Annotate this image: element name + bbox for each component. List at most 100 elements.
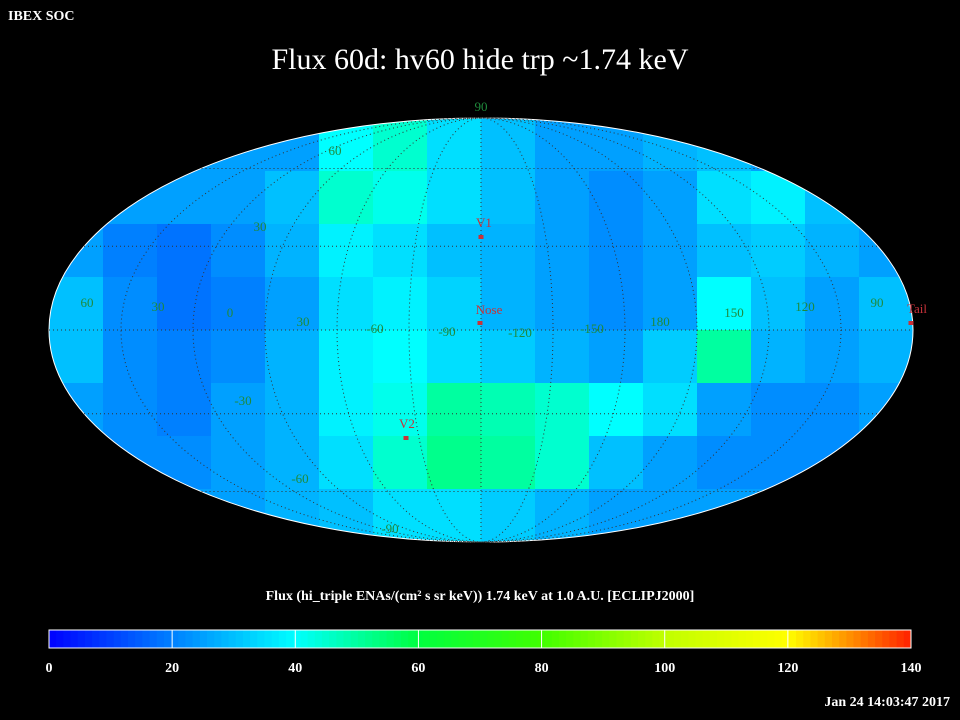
sky-cell: [481, 171, 536, 225]
colorbar-segment: [228, 630, 237, 648]
colorbar-segment: [264, 630, 273, 648]
colorbar-segment: [451, 630, 459, 648]
colorbar-tick-label: 0: [46, 661, 53, 676]
sky-cell: [535, 383, 590, 437]
colorbar-segment: [853, 630, 862, 648]
sky-cell: [157, 330, 212, 384]
sky-cell: [373, 277, 428, 331]
sky-cell: [805, 436, 860, 490]
colorbar-segment: [472, 630, 481, 648]
colorbar-segment: [738, 630, 747, 648]
colorbar-segment: [365, 630, 373, 648]
sky-cell: [697, 224, 752, 278]
sky-cell: [589, 171, 644, 225]
colorbar-segment: [415, 630, 424, 648]
sky-cell: [157, 224, 212, 278]
sky-cell: [211, 383, 266, 437]
colorbar-segment: [781, 630, 790, 648]
sky-cell: [805, 383, 860, 437]
sky-cell: [481, 224, 536, 278]
marker-dot: [403, 436, 409, 440]
sky-cell: [427, 224, 482, 278]
sky-cell: [373, 383, 428, 437]
colorbar-segment: [752, 630, 761, 648]
colorbar-segment: [271, 630, 280, 648]
sky-cell: [535, 224, 590, 278]
colorbar-segment: [530, 630, 538, 648]
sky-cell: [319, 224, 374, 278]
sky-cell: [319, 171, 374, 225]
sky-cell: [589, 436, 644, 490]
colorbar-segment: [623, 630, 632, 648]
sky-cell: [427, 383, 482, 437]
sky-cell: [751, 171, 806, 225]
longitude-label: -150: [580, 321, 604, 336]
sky-cell: [751, 224, 806, 278]
sky-cell: [589, 383, 644, 437]
colorbar-segment: [286, 630, 294, 648]
latitude-label: 90: [475, 99, 488, 114]
colorbar-segment: [314, 630, 323, 648]
sky-cell: [535, 489, 590, 542]
sky-cell: [643, 383, 698, 437]
colorbar-segment: [523, 630, 531, 648]
sky-cell: [427, 436, 482, 490]
colorbar-segment: [767, 630, 776, 648]
sky-cell: [805, 277, 860, 331]
colorbar-segment: [889, 630, 898, 648]
sky-cell: [103, 489, 158, 542]
sky-cell: [697, 171, 752, 225]
sky-cell: [103, 118, 158, 172]
colorbar-segment: [566, 630, 574, 648]
colorbar-segment: [386, 630, 395, 648]
colorbar-segment: [709, 630, 718, 648]
sky-cell: [211, 330, 266, 384]
latitude-label: 60: [329, 143, 342, 158]
sky-cell: [319, 383, 374, 437]
longitude-label: -90: [438, 324, 455, 339]
colorbar-segment: [630, 630, 639, 648]
sky-cell: [481, 436, 536, 490]
longitude-label: 30: [152, 299, 165, 314]
graticule: [48, 117, 914, 543]
sky-map: [49, 118, 913, 542]
sky-cell: [265, 171, 320, 225]
sky-cell: [373, 436, 428, 490]
colorbar-segment: [192, 630, 201, 648]
sky-cell: [697, 118, 752, 172]
sky-cell: [697, 436, 752, 490]
longitude-label: 60: [81, 295, 94, 310]
sky-cell: [157, 489, 212, 542]
sky-cell: [751, 489, 806, 542]
colorbar-segment: [120, 630, 129, 648]
latitude-label: -60: [291, 471, 308, 486]
colorbar-segment: [429, 630, 438, 648]
sky-cell: [49, 171, 104, 225]
sky-cell: [373, 330, 428, 384]
sky-cell: [157, 171, 212, 225]
sky-cell: [535, 277, 590, 331]
colorbar-segment: [580, 630, 589, 648]
title: Flux 60d: hv60 hide trp ~1.74 keV: [271, 43, 688, 76]
sky-cell: [859, 224, 913, 278]
source-label: IBEX SOC: [8, 9, 75, 24]
colorbar-segment: [278, 630, 287, 648]
sky-cell: [427, 277, 482, 331]
sky-cell: [481, 383, 536, 437]
colorbar-segment: [638, 630, 646, 648]
sky-cell: [49, 436, 104, 490]
longitude-label: 180: [650, 314, 670, 329]
colorbar-segment: [702, 630, 711, 648]
colorbar-segment: [602, 630, 610, 648]
sky-cell: [49, 118, 104, 172]
longitude-label: 150: [724, 305, 744, 320]
colorbar-segment: [372, 630, 380, 648]
longitude-label: 90: [871, 295, 884, 310]
marker-label: V1: [476, 215, 492, 230]
colorbar-segment: [717, 630, 725, 648]
colorbar-segment: [573, 630, 582, 648]
sky-cell: [265, 277, 320, 331]
sky-cell: [49, 330, 104, 384]
sky-cell: [589, 224, 644, 278]
sky-cell: [157, 436, 212, 490]
